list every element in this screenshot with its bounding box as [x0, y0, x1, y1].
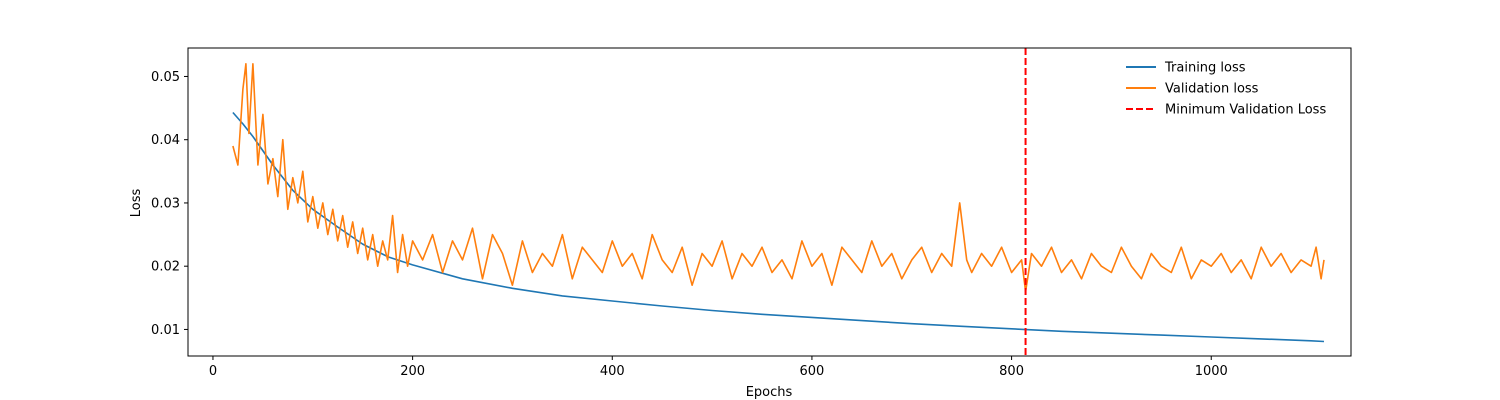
y-tick-label: 0.04 [151, 133, 180, 148]
series-layer [232, 63, 1325, 343]
legend-label-training-loss: Training loss [1164, 61, 1246, 76]
x-tick-label: 1000 [1195, 364, 1228, 379]
y-tick-label: 0.02 [151, 260, 180, 275]
x-tick-label: 600 [800, 364, 825, 379]
x-tick-label: 0 [209, 364, 217, 379]
legend-label-minimum-validation-loss: Minimum Validation Loss [1165, 103, 1326, 118]
plot-frame [187, 47, 1352, 357]
y-tick-label: 0.05 [151, 70, 180, 85]
legend-label-validation-loss: Validation loss [1165, 82, 1259, 97]
y-axis: 0.01 0.02 0.03 0.04 0.05 [151, 70, 188, 338]
x-axis-label: Epochs [746, 385, 793, 400]
validation-loss-line [232, 63, 1325, 293]
plot-area [188, 48, 1351, 356]
x-axis: 0 200 400 600 800 1000 [209, 356, 1228, 379]
legend: Training loss Validation loss Minimum Vali… [1126, 61, 1326, 118]
y-axis-label: Loss [129, 189, 144, 218]
y-tick-label: 0.01 [151, 323, 180, 338]
x-tick-label: 400 [600, 364, 625, 379]
x-tick-label: 800 [999, 364, 1024, 379]
x-tick-label: 200 [400, 364, 425, 379]
y-tick-label: 0.03 [151, 196, 180, 211]
